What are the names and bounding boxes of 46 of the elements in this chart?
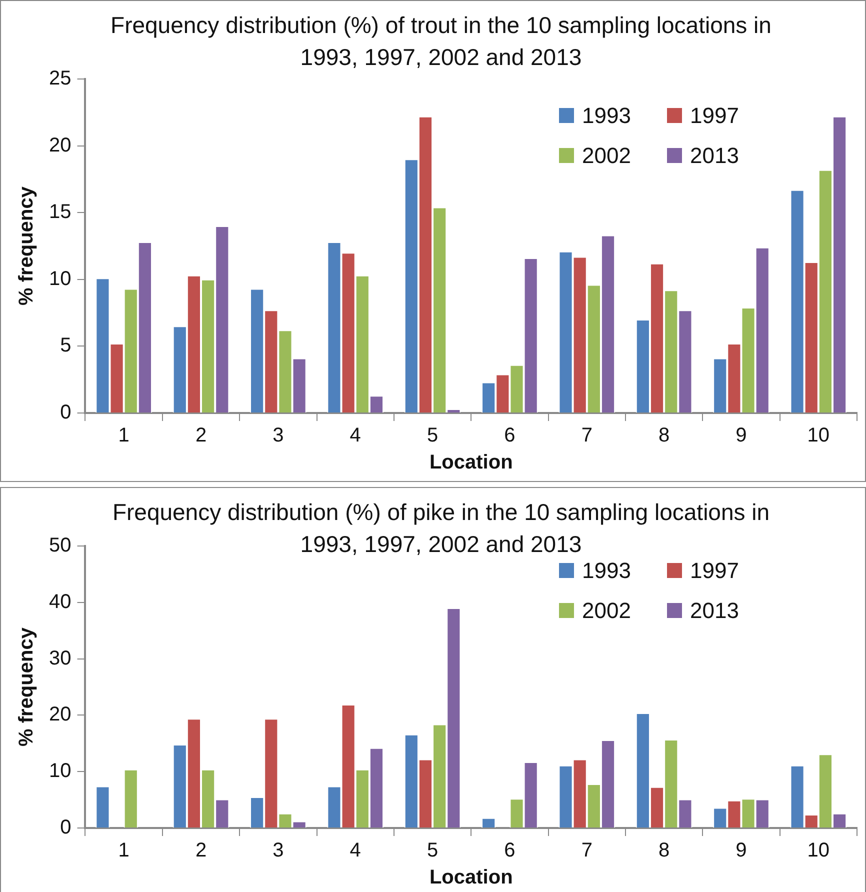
x-tick-label: 4 xyxy=(350,424,361,447)
x-tick-label: 1 xyxy=(118,840,130,862)
y-tick-label: 50 xyxy=(48,534,72,557)
y-tick-label: 0 xyxy=(60,816,72,839)
legend-label: 2013 xyxy=(690,143,739,168)
legend-label: 1993 xyxy=(582,103,631,128)
x-axis-title: Location xyxy=(429,866,513,889)
x-tick-label: 9 xyxy=(736,840,747,862)
legend-label: 2013 xyxy=(690,598,739,623)
x-tick-label: 4 xyxy=(350,840,361,862)
y-tick-label: 40 xyxy=(48,590,72,613)
x-tick-label: 6 xyxy=(504,424,516,447)
y-tick-label: 20 xyxy=(48,134,72,156)
legend-label: 1997 xyxy=(690,558,739,583)
y-tick-label: 15 xyxy=(48,201,72,224)
y-tick-label: 10 xyxy=(48,268,72,290)
x-tick-label: 8 xyxy=(658,424,670,447)
x-tick-label: 2 xyxy=(195,424,207,447)
x-tick-label: 5 xyxy=(426,424,438,447)
x-tick-label: 10 xyxy=(807,424,830,447)
y-tick-label: 25 xyxy=(48,68,72,90)
x-tick-label: 8 xyxy=(658,840,670,862)
legend-label: 2002 xyxy=(582,598,631,623)
x-tick-label: 3 xyxy=(272,840,284,862)
y-tick-label: 20 xyxy=(48,704,72,726)
x-tick-label: 9 xyxy=(736,424,747,447)
y-tick-label: 30 xyxy=(48,647,72,670)
y-axis-title: % frequency xyxy=(16,186,38,306)
legend-label: 1997 xyxy=(690,103,739,128)
y-axis-title: % frequency xyxy=(16,626,38,746)
y-tick-label: 10 xyxy=(48,760,72,782)
y-tick-label: 0 xyxy=(60,402,72,424)
chart-title: Frequency distribution (%) of trout in the 10 sampling locations in 1993, 1997, 2002 and 2013 xyxy=(110,11,772,72)
x-tick-label: 5 xyxy=(426,840,438,862)
x-tick-label: 7 xyxy=(581,424,592,447)
legend-label: 2002 xyxy=(582,143,631,168)
x-tick-label: 6 xyxy=(504,840,516,862)
legend-label: 1993 xyxy=(582,558,631,583)
x-tick-label: 2 xyxy=(195,840,207,862)
y-tick-label: 5 xyxy=(60,334,72,357)
x-tick-label: 1 xyxy=(118,424,130,447)
chart-title: Frequency distribution (%) of pike in the 10 sampling locations in 1993, 1997, 2002 and 2013 xyxy=(112,499,770,557)
x-tick-label: 7 xyxy=(581,840,592,862)
x-axis-title: Location xyxy=(429,452,513,474)
x-tick-label: 3 xyxy=(272,424,284,447)
x-tick-label: 10 xyxy=(807,840,830,862)
